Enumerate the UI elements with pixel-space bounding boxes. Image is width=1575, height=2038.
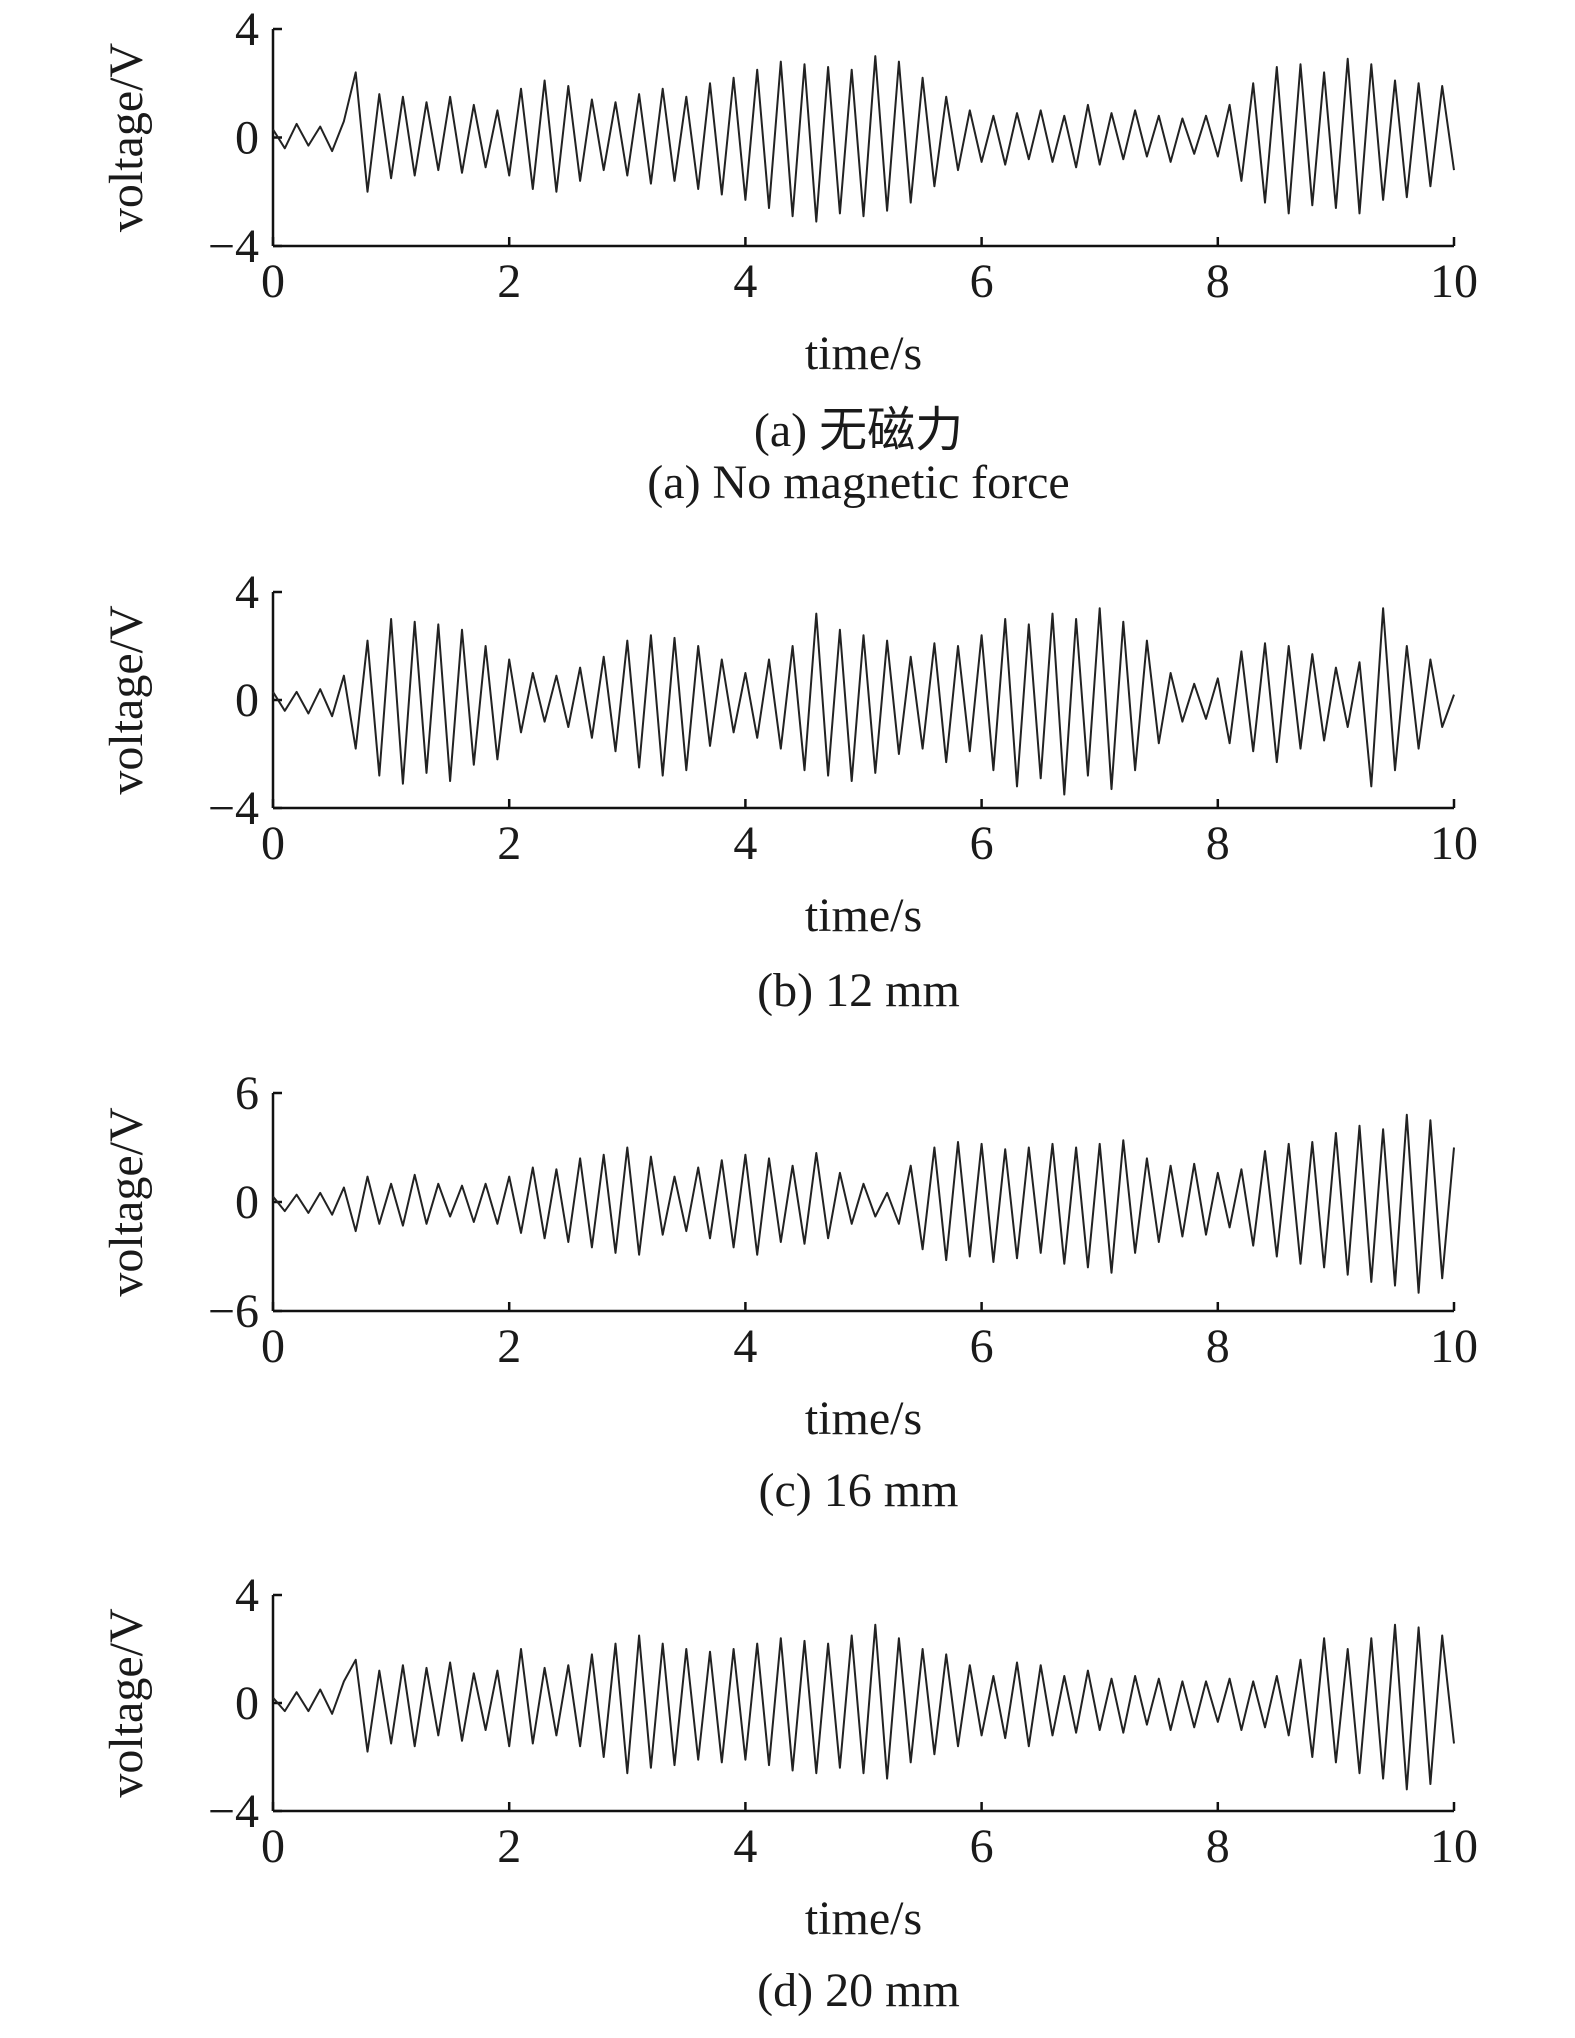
x-tick-label: 0 (261, 255, 285, 308)
y-tick-label: 4 (235, 1569, 259, 1622)
y-tick-label: 4 (235, 566, 259, 619)
x-tick-label: 4 (733, 817, 757, 870)
x-tick-label: 4 (733, 255, 757, 308)
x-tick-label: 10 (1430, 255, 1478, 308)
y-tick-label: −4 (208, 1785, 259, 1838)
caption: (c) 16 mm (759, 1464, 959, 1517)
x-tick-label: 6 (970, 817, 994, 870)
signal-line (272, 1623, 1455, 1791)
x-tick-label: 4 (733, 1320, 757, 1373)
x-tick-label: 8 (1206, 1320, 1230, 1373)
y-tick-label: 0 (235, 674, 259, 727)
x-tick-label: 2 (497, 1320, 521, 1373)
x-axis-label: time/s (805, 327, 922, 380)
y-tick-label: 6 (235, 1067, 259, 1120)
signal-line (272, 607, 1455, 796)
signal-line (272, 1113, 1455, 1294)
y-tick-label: 0 (235, 112, 259, 165)
y-axis-label: voltage/V (100, 605, 153, 795)
x-tick-label: 2 (497, 255, 521, 308)
caption: (d) 20 mm (757, 1964, 960, 2017)
x-tick-label: 0 (261, 1320, 285, 1373)
x-tick-label: 10 (1430, 1320, 1478, 1373)
x-tick-label: 10 (1430, 1820, 1478, 1873)
y-tick-label: 4 (235, 3, 259, 56)
x-tick-label: 8 (1206, 1820, 1230, 1873)
x-tick-label: 0 (261, 1820, 285, 1873)
x-tick-label: 6 (970, 255, 994, 308)
x-tick-label: 6 (970, 1820, 994, 1873)
x-tick-label: 10 (1430, 817, 1478, 870)
y-tick-label: −4 (208, 220, 259, 273)
x-axis-label: time/s (805, 889, 922, 942)
x-tick-label: 4 (733, 1820, 757, 1873)
y-tick-label: 0 (235, 1677, 259, 1730)
x-tick-label: 2 (497, 1820, 521, 1873)
caption: (a) No magnetic force (647, 456, 1069, 509)
y-tick-label: −6 (208, 1285, 259, 1338)
x-tick-label: 8 (1206, 255, 1230, 308)
x-tick-label: 6 (970, 1320, 994, 1373)
x-tick-label: 8 (1206, 817, 1230, 870)
x-tick-label: 0 (261, 817, 285, 870)
y-tick-label: 0 (235, 1176, 259, 1229)
x-axis-label: time/s (805, 1892, 922, 1945)
y-tick-label: −4 (208, 782, 259, 835)
caption: (a) 无磁力 (754, 404, 963, 457)
y-axis-label: voltage/V (100, 43, 153, 233)
caption: (b) 12 mm (757, 964, 960, 1017)
x-tick-label: 2 (497, 817, 521, 870)
y-axis-label: voltage/V (100, 1608, 153, 1798)
y-axis-label: voltage/V (100, 1107, 153, 1297)
signal-line (272, 55, 1455, 223)
x-axis-label: time/s (805, 1392, 922, 1445)
